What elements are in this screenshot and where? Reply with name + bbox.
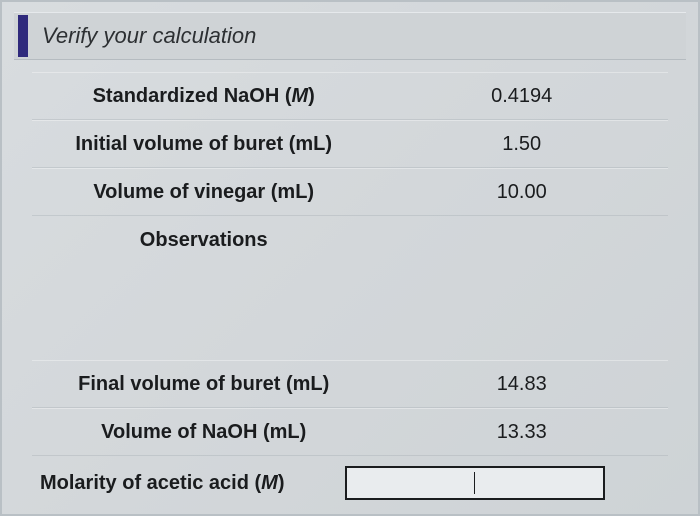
- value-final-volume: 14.83: [375, 373, 668, 396]
- row-vinegar-volume: Volume of vinegar (mL) 10.00: [32, 168, 668, 216]
- label-molarity-acetic: Molarity of acetic acid (M): [32, 472, 325, 495]
- value-vinegar-volume: 10.00: [375, 181, 668, 204]
- label-observations: Observations: [32, 229, 375, 252]
- row-molarity-acetic: Molarity of acetic acid (M): [32, 456, 668, 510]
- label-text: ): [278, 472, 285, 494]
- label-vinegar-volume: Volume of vinegar (mL): [32, 181, 375, 204]
- label-text: Molarity of acetic acid (: [40, 472, 261, 494]
- value-naoh-volume: 13.33: [375, 421, 668, 444]
- header-bar: Verify your calculation: [14, 12, 686, 60]
- header-accent: [18, 15, 28, 57]
- row-naoh-volume: Volume of NaOH (mL) 13.33: [32, 408, 668, 456]
- label-naoh-volume: Volume of NaOH (mL): [32, 421, 375, 444]
- label-em: M: [261, 472, 278, 494]
- value-initial-volume: 1.50: [375, 133, 668, 156]
- value-naoh-molarity: 0.4194: [375, 85, 668, 108]
- row-naoh-molarity: Standardized NaOH (M) 0.4194: [32, 72, 668, 120]
- label-text: ): [308, 85, 315, 107]
- label-text: Standardized NaOH (: [93, 85, 292, 107]
- molarity-input[interactable]: [345, 466, 605, 500]
- header-title: Verify your calculation: [42, 23, 256, 49]
- worksheet-frame: Verify your calculation Standardized NaO…: [0, 0, 700, 516]
- label-final-volume: Final volume of buret (mL): [32, 373, 375, 396]
- observations-space: [32, 264, 668, 360]
- row-final-volume: Final volume of buret (mL) 14.83: [32, 360, 668, 408]
- label-initial-volume: Initial volume of buret (mL): [32, 133, 375, 156]
- label-em: M: [292, 85, 309, 107]
- text-cursor-icon: [474, 472, 475, 494]
- label-naoh-molarity: Standardized NaOH (M): [32, 85, 375, 108]
- row-observations: Observations: [32, 216, 668, 264]
- content-area: Standardized NaOH (M) 0.4194 Initial vol…: [2, 60, 698, 510]
- row-initial-volume: Initial volume of buret (mL) 1.50: [32, 120, 668, 168]
